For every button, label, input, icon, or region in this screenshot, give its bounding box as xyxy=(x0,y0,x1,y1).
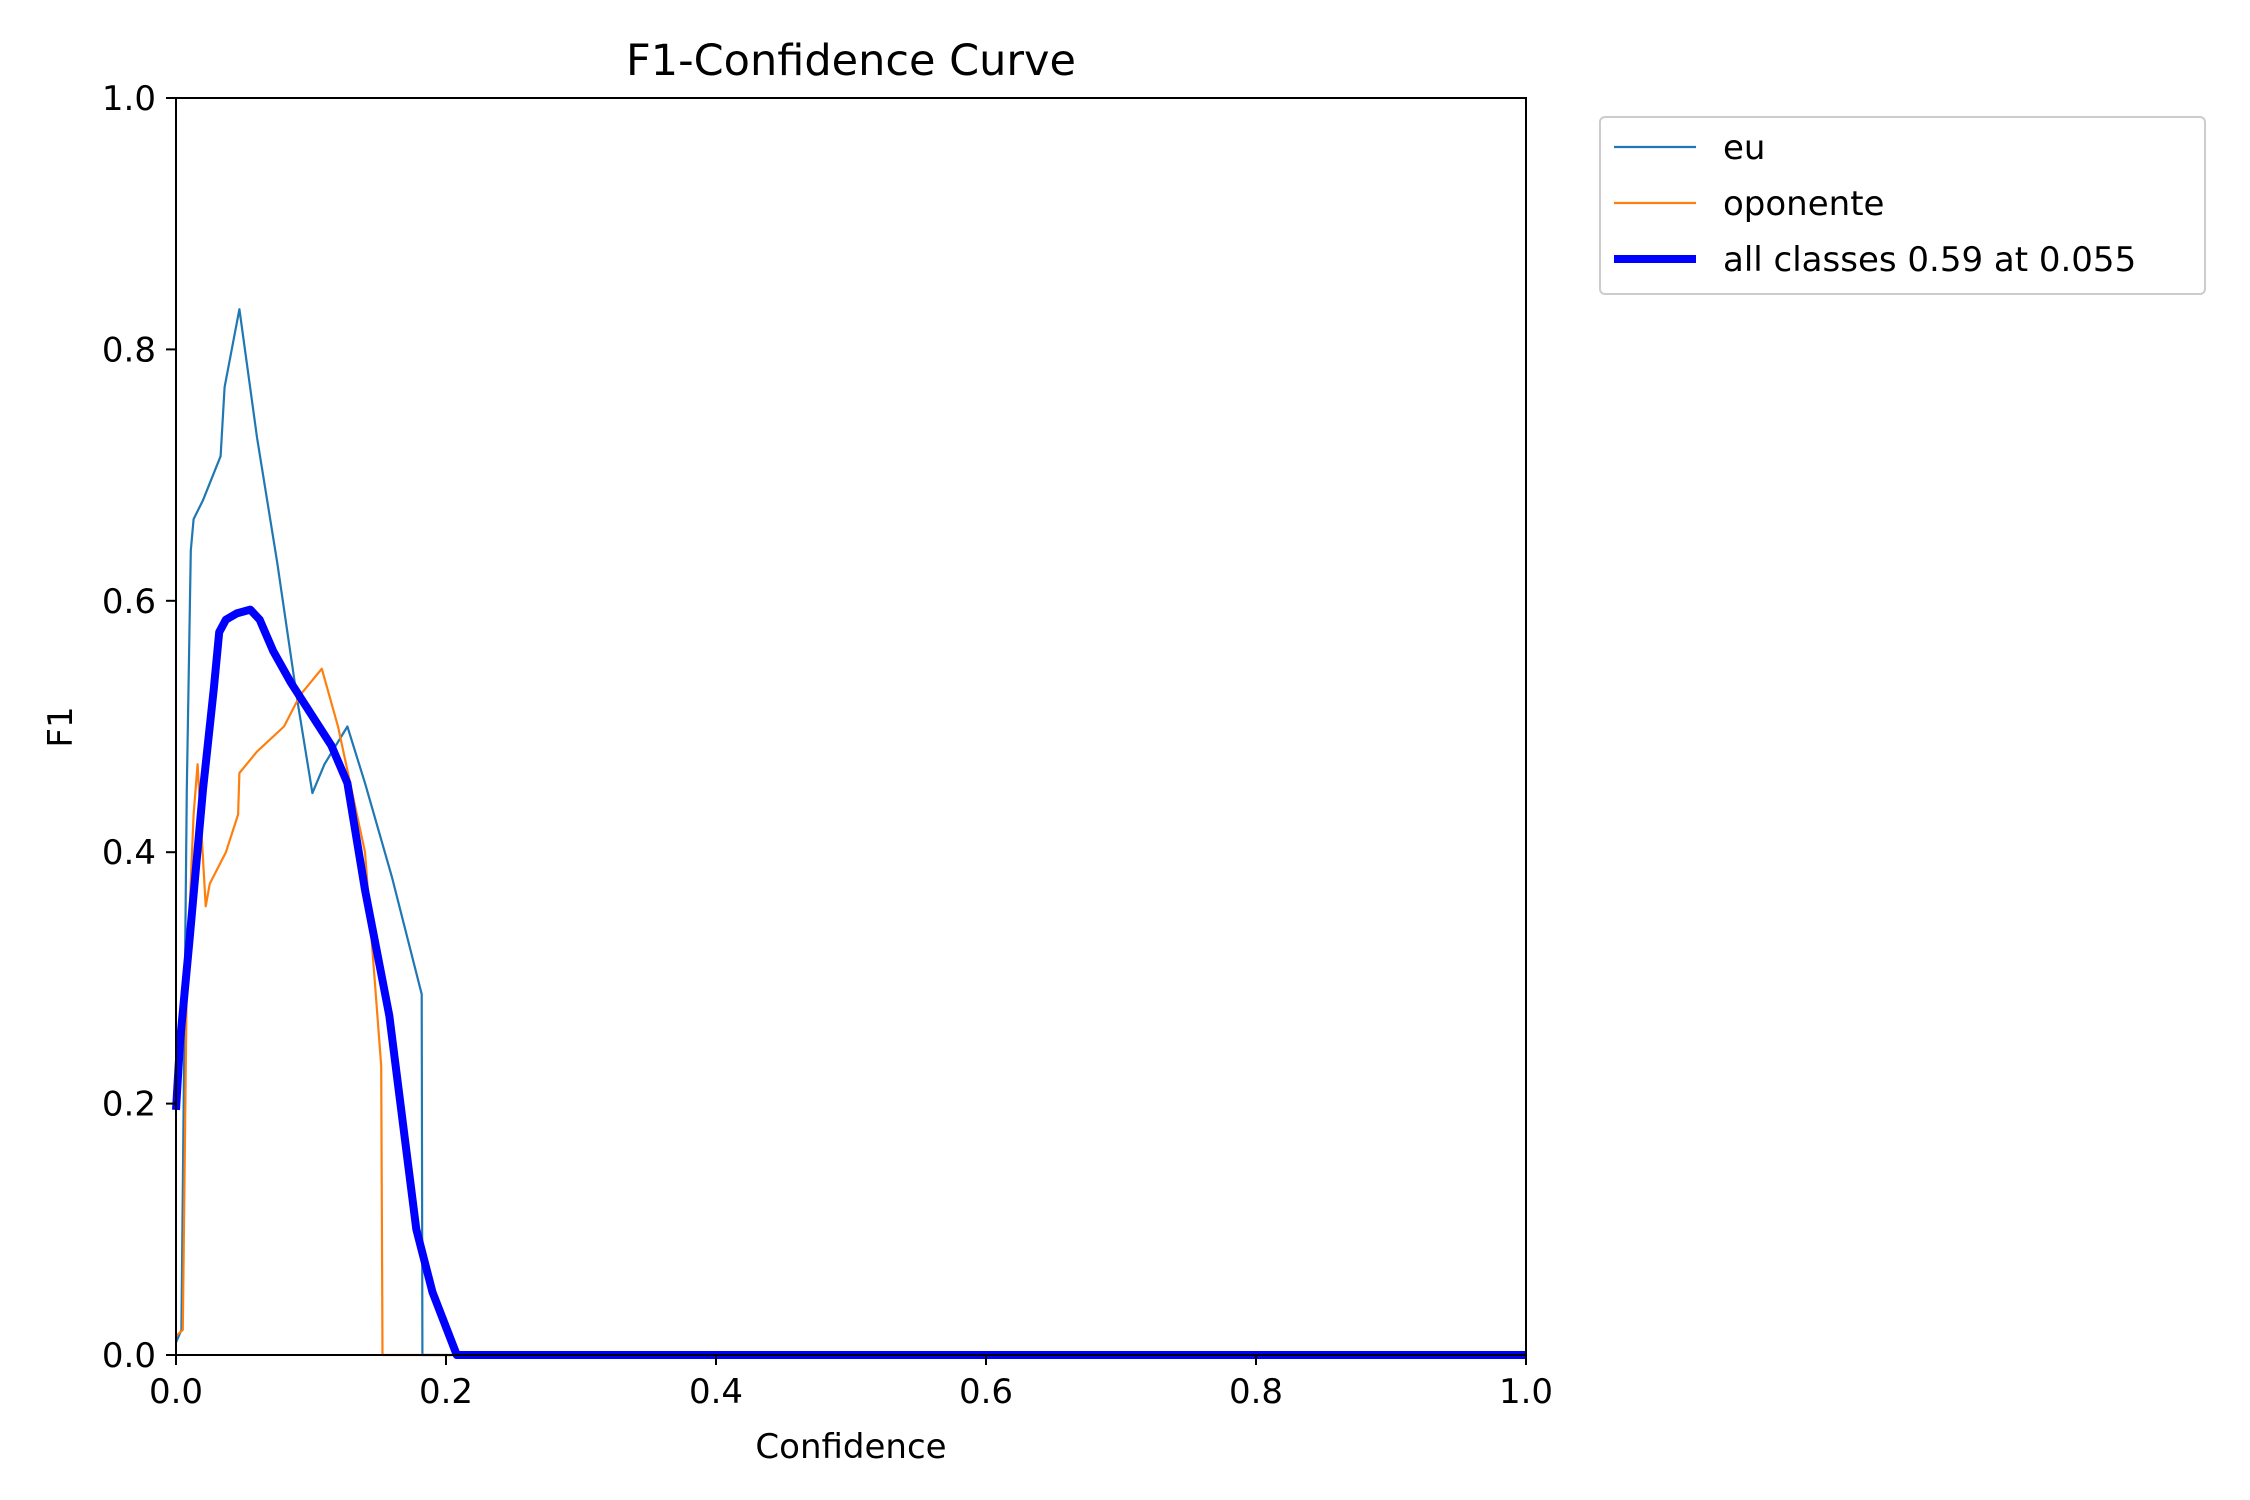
ticks-layer: 0.0 0.2 0.4 0.6 0.8 1.0 0.0 0.2 0.4 0.6 0.8 1.0 xyxy=(102,79,1553,1412)
series-line-1 xyxy=(175,667,1526,1357)
y-tick-label-3: 0.6 xyxy=(102,582,156,622)
series-line-2 xyxy=(172,605,1526,1359)
series-layer xyxy=(172,308,1526,1359)
x-axis-label: Confidence xyxy=(755,1427,946,1467)
y-tick-label-4: 0.8 xyxy=(102,330,156,370)
legend-items: eu oponente all classes 0.59 at 0.055 xyxy=(1614,128,2136,280)
series-line-0 xyxy=(174,308,1526,1357)
y-tick-label-0: 0.0 xyxy=(102,1336,156,1376)
legend: eu oponente all classes 0.59 at 0.055 xyxy=(1599,116,2206,295)
y-tick-label-2: 0.4 xyxy=(102,833,156,873)
legend-label-1: oponente xyxy=(1723,184,1884,224)
y-tick-label-5: 1.0 xyxy=(102,79,156,119)
plot-frame xyxy=(175,97,1527,1356)
x-tick-label-3: 0.6 xyxy=(959,1372,1013,1412)
legend-label-0: eu xyxy=(1723,128,1765,168)
legend-box xyxy=(1599,116,2206,295)
y-axis-label: F1 xyxy=(41,706,81,747)
y-tick-label-1: 0.2 xyxy=(102,1085,156,1125)
x-tick-label-2: 0.4 xyxy=(689,1372,743,1412)
chart-title: F1-Confidence Curve xyxy=(626,36,1076,86)
x-tick-label-0: 0.0 xyxy=(149,1372,203,1412)
x-tick-label-1: 0.2 xyxy=(419,1372,473,1412)
x-tick-label-4: 0.8 xyxy=(1229,1372,1283,1412)
x-tick-label-5: 1.0 xyxy=(1499,1372,1553,1412)
legend-label-2: all classes 0.59 at 0.055 xyxy=(1723,240,2136,280)
